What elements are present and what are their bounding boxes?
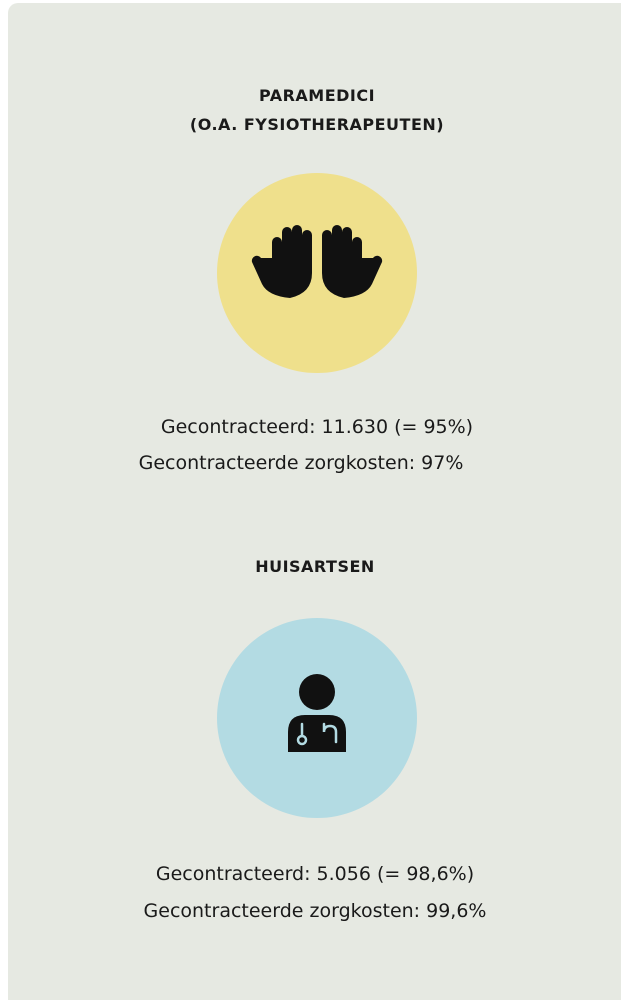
- hands-icon: [251, 225, 383, 298]
- stat-line: Gecontracteerd: 11.630 (= 95%): [161, 416, 473, 438]
- stat-line: Gecontracteerde zorgkosten: 99,6%: [144, 900, 487, 922]
- section-title: PARAMEDICI: [259, 86, 375, 105]
- icon-circle: [217, 173, 417, 373]
- card: [8, 3, 621, 1000]
- stat-line: Gecontracteerde zorgkosten: 97%: [139, 452, 464, 474]
- section-title: HUISARTSEN: [255, 557, 375, 576]
- section-title: (O.A. FYSIOTHERAPEUTEN): [190, 115, 444, 134]
- doctor-icon: [288, 674, 346, 752]
- stat-line: Gecontracteerd: 5.056 (= 98,6%): [156, 863, 474, 885]
